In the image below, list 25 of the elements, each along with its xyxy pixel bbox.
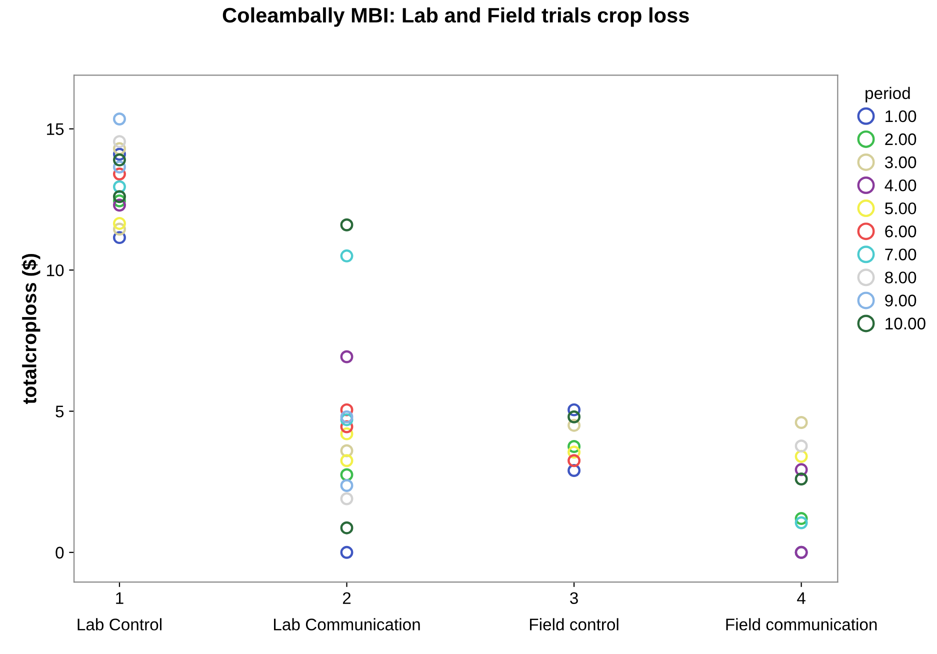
- chart-title: Coleambally MBI: Lab and Field trials crop loss: [222, 7, 689, 27]
- legend-label: 4.00: [884, 179, 916, 192]
- legend-label: 7.00: [885, 248, 916, 260]
- y-axis-title: totalcroploss ($): [22, 254, 40, 404]
- y-tick-label: 10: [47, 264, 64, 276]
- legend-label: 8.00: [885, 272, 916, 284]
- legend-label: 6.00: [885, 226, 916, 238]
- x-tick-label: 4: [797, 592, 806, 604]
- legend-label: 5.00: [885, 202, 916, 214]
- legend-label: 2.00: [885, 133, 916, 146]
- text: Lab Communication: [274, 618, 420, 630]
- legend-label: 9.00: [885, 294, 916, 306]
- legend-label: 10.00: [886, 318, 926, 330]
- legend-label: 3.00: [884, 156, 916, 168]
- x-tick-label: 1: [116, 592, 124, 604]
- x-tick-label: 3: [570, 592, 578, 604]
- text: Lab Control: [78, 618, 162, 630]
- x-tick-label: 2: [342, 592, 351, 604]
- legend-label: 1.00: [886, 110, 916, 122]
- y-tick-label: 15: [47, 123, 64, 136]
- y-tick-label: 0: [56, 546, 64, 559]
- text: Field control: [530, 618, 618, 630]
- y-tick-label: 5: [56, 406, 64, 418]
- legend-title: period: [866, 86, 910, 102]
- text: Field communication: [726, 618, 877, 630]
